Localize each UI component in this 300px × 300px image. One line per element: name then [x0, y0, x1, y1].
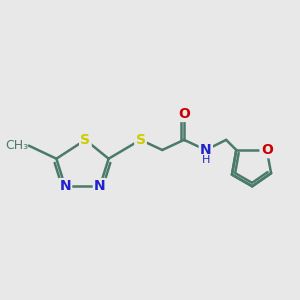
- Text: O: O: [178, 107, 190, 121]
- Text: N: N: [94, 179, 106, 193]
- Text: CH₃: CH₃: [6, 139, 29, 152]
- Text: N: N: [59, 179, 71, 193]
- Text: S: S: [80, 133, 90, 147]
- Text: H: H: [202, 155, 210, 165]
- Text: O: O: [261, 143, 273, 157]
- Text: N: N: [200, 143, 212, 157]
- Text: S: S: [136, 133, 146, 147]
